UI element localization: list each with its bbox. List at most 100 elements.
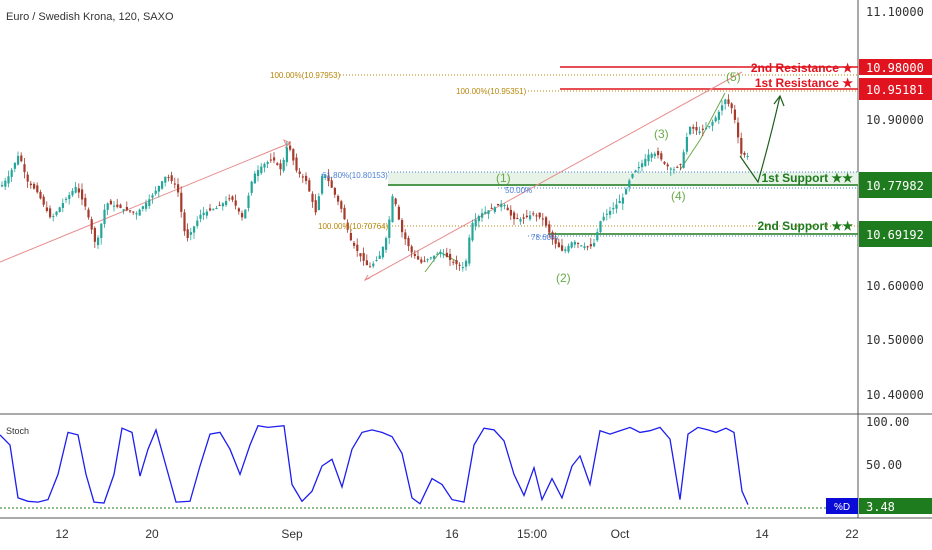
trendline-lower-arrow: [363, 274, 371, 282]
candle-body: [77, 188, 80, 193]
candle-body: [119, 204, 122, 208]
price-tick-2: 10.90000: [866, 113, 924, 127]
candle-body: [676, 166, 679, 168]
candle-body: [276, 163, 279, 165]
candle-body: [497, 203, 500, 206]
candle-body: [42, 196, 45, 205]
r2-label: 2nd Resistance ★: [751, 61, 853, 75]
candle-body: [74, 186, 77, 193]
candle-body: [103, 209, 106, 224]
candle-body: [561, 245, 564, 251]
candle-body: [525, 215, 528, 218]
candle-body: [141, 206, 144, 209]
s1-label: 1st Support ★★: [761, 171, 853, 185]
candle-body: [679, 164, 682, 166]
fib-label-3: 61.80%(10.80153): [322, 171, 388, 180]
candle-body: [97, 237, 100, 245]
candle-body: [36, 185, 39, 193]
candle-body: [673, 169, 676, 171]
candle-body: [477, 216, 480, 222]
price-tick-3: 10.60000: [866, 279, 924, 293]
candle-body: [167, 177, 170, 179]
price-tick-5: 10.40000: [866, 388, 924, 402]
candle-body: [743, 152, 746, 155]
candle-body: [445, 252, 448, 258]
candle-body: [71, 190, 74, 196]
candle-body: [535, 215, 538, 217]
candle-body: [641, 163, 644, 168]
candle-body: [385, 238, 388, 250]
candle-body: [298, 171, 301, 174]
candle-body: [39, 191, 42, 199]
wave-connector-b: [679, 92, 726, 171]
candle-body: [577, 242, 580, 244]
candle-body: [589, 244, 592, 247]
candle-body: [413, 254, 416, 256]
candle-body: [711, 121, 714, 126]
candle-body: [452, 261, 455, 263]
candle-body: [669, 168, 672, 170]
candle-body: [468, 237, 471, 264]
candle-body: [49, 208, 52, 218]
fib-label-1: 100.00%(10.97953): [270, 71, 341, 80]
candle-body: [247, 195, 250, 208]
candle-body: [180, 192, 183, 212]
candle-body: [628, 180, 631, 188]
candle-body: [33, 183, 36, 189]
time-tick-7: 14: [755, 527, 769, 541]
candle-body: [93, 228, 96, 242]
fib-label-4: 50.00%: [505, 186, 532, 195]
candle-body: [321, 176, 324, 194]
candle-body: [647, 154, 650, 162]
candle-body: [580, 245, 583, 247]
trendline-upper[interactable]: [0, 142, 291, 263]
price-tick-1: 11.10000: [866, 5, 924, 19]
candle-body: [218, 204, 221, 206]
candle-body: [145, 202, 148, 209]
candle-body: [327, 175, 330, 182]
candle-body: [490, 207, 493, 209]
candle-body: [237, 208, 240, 212]
candle-body: [157, 185, 160, 192]
candle-body: [701, 128, 704, 130]
candle-body: [314, 200, 317, 213]
candle-body: [522, 217, 525, 219]
candle-body: [177, 184, 180, 193]
candle-body: [513, 212, 516, 220]
stoch-tick-100: 100.00: [866, 415, 909, 429]
stoch-label: Stoch: [6, 426, 29, 436]
candle-body: [343, 207, 346, 220]
symbol-title: Euro / Swedish Krona, 120, SAXO: [6, 11, 174, 23]
candle-body: [362, 253, 365, 261]
candle-body: [596, 232, 599, 241]
candle-body: [113, 205, 116, 207]
candle-body: [193, 226, 196, 233]
candle-body: [228, 198, 231, 200]
candle-body: [449, 254, 452, 260]
candle-body: [378, 255, 381, 259]
candle-body: [564, 249, 567, 251]
wave-label-2: (2): [556, 271, 571, 285]
candle-body: [545, 217, 548, 226]
fib-label-6: 78.60%: [531, 233, 558, 242]
candle-body: [231, 196, 234, 200]
candle-body: [311, 193, 314, 202]
candle-body: [634, 170, 637, 173]
s1-badge: [859, 172, 932, 198]
r1-label: 1st Resistance ★: [755, 76, 853, 90]
candle-body: [7, 176, 10, 184]
candle-body: [509, 209, 512, 216]
candle-body: [65, 198, 68, 201]
candle-body: [471, 223, 474, 241]
time-tick-6: Oct: [611, 527, 630, 541]
candle-body: [695, 127, 698, 131]
candle-body: [442, 254, 445, 256]
candle-body: [13, 162, 16, 169]
trendline-lower[interactable]: [364, 71, 743, 281]
candle-body: [625, 189, 628, 195]
candle-body: [161, 181, 164, 189]
candle-body: [609, 210, 612, 215]
